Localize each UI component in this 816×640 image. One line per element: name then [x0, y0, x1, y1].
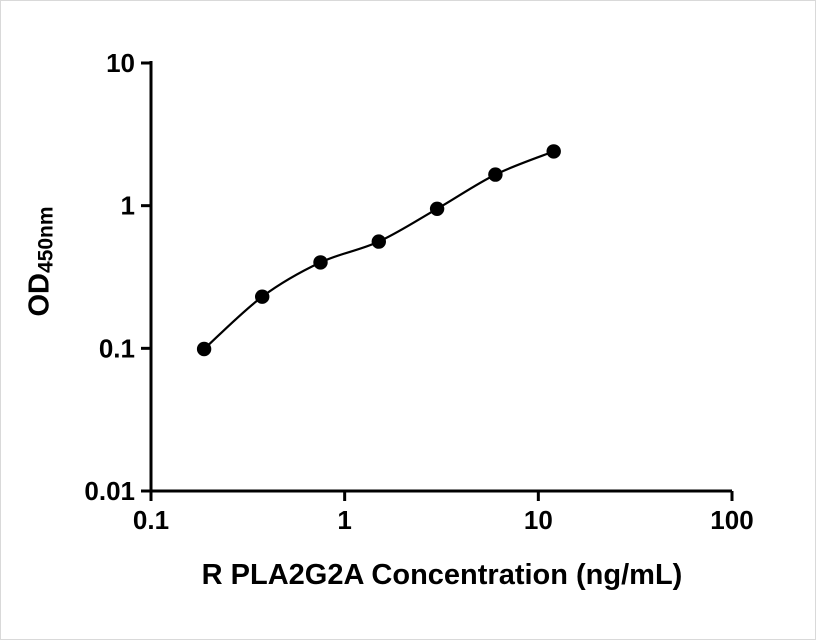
y-axis-label-subscript: 450nm [34, 205, 58, 273]
y-tick-label: 0.01 [84, 476, 135, 506]
data-point [488, 167, 503, 182]
y-axis-label-text: OD450nm [24, 206, 59, 316]
fit-curve [203, 150, 555, 350]
data-point [255, 289, 270, 304]
y-tick-label: 10 [106, 48, 135, 78]
data-point [371, 234, 386, 249]
y-tick-label: 1 [121, 191, 135, 221]
data-point [196, 341, 212, 357]
x-tick-label: 100 [710, 505, 753, 535]
x-tick-label: 10 [524, 505, 553, 535]
x-axis-label: R PLA2G2A Concentration (ng/mL) [201, 559, 683, 591]
x-tick-label: 1 [337, 505, 351, 535]
data-point [429, 201, 445, 216]
y-axis-label: OD450nm [17, 56, 65, 466]
y-tick-label: 0.1 [99, 333, 135, 363]
y-axis-label-main: OD [23, 272, 56, 317]
data-point [313, 255, 328, 270]
data-point [546, 144, 561, 159]
x-tick-label: 0.1 [133, 505, 169, 535]
